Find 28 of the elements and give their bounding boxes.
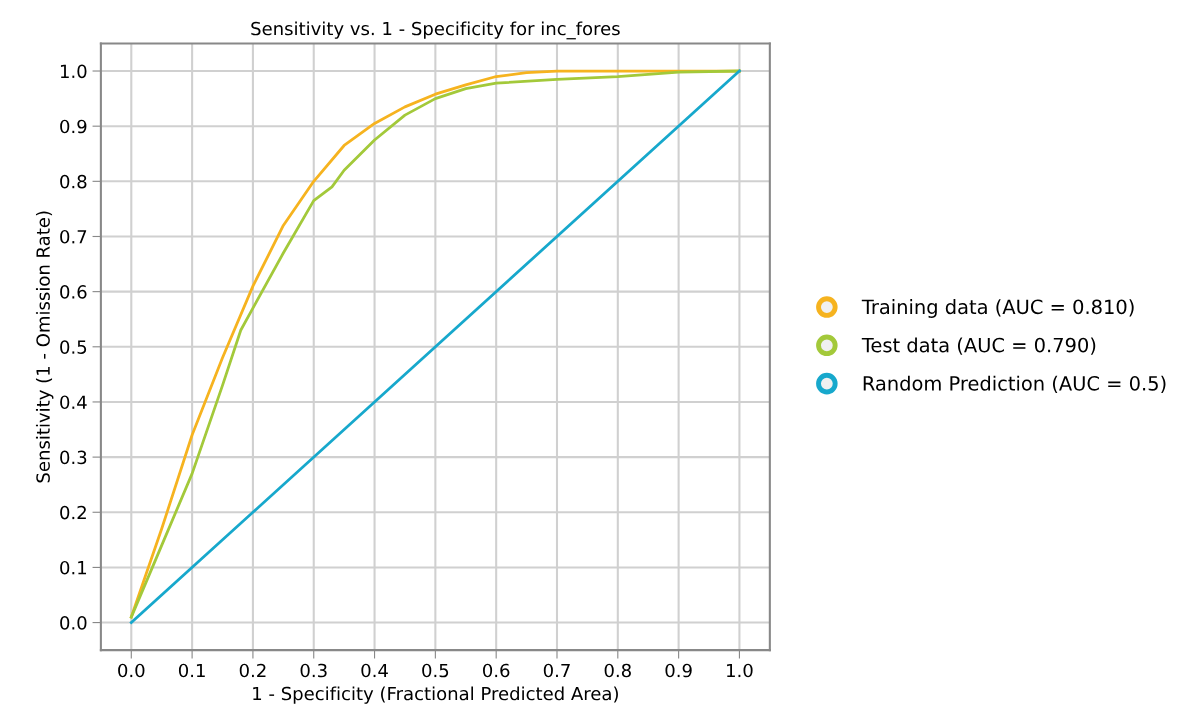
y-tick-label: 0.2	[60, 505, 86, 520]
x-tick-label: 0.5	[422, 663, 449, 678]
x-tick-label: 0.0	[118, 663, 145, 678]
x-tick-label: 0.3	[300, 663, 327, 678]
x-tick-label: 0.6	[483, 663, 510, 678]
y-tick-label: 1.0	[60, 64, 87, 79]
y-tick-label: 0.5	[60, 340, 87, 354]
x-tick-label: 0.7	[543, 663, 570, 678]
legend-label: Training data (AUC = 0.810)	[861, 299, 1134, 318]
y-tick-label: 0.3	[60, 450, 87, 465]
chart-title: Sensitivity vs. 1 - Specificity for inc_fores	[251, 21, 620, 40]
legend-label: Test data (AUC = 0.790)	[861, 337, 1096, 355]
y-tick-label: 0.1	[60, 560, 87, 575]
x-tick-label: 0.9	[665, 663, 692, 678]
x-tick-label: 0.8	[604, 663, 631, 678]
y-tick-label: 0.6	[60, 285, 87, 299]
x-tick-label: 1.0	[727, 663, 753, 678]
x-tick-label: 0.1	[178, 663, 205, 678]
legend-label: Random Prediction (AUC = 0.5)	[863, 375, 1166, 393]
y-tick-label: 0.7	[60, 229, 87, 244]
y-tick-label: 0.8	[60, 174, 87, 189]
y-tick-label: 0.4	[60, 395, 87, 410]
y-axis-title: Sensitivity (1 - Omission Rate)	[35, 211, 54, 483]
x-tick-label: 0.2	[239, 663, 266, 678]
y-tick-label: 0.9	[60, 119, 87, 134]
x-axis-title: 1 - Specificity (Fractional Predicted Area)	[253, 686, 618, 704]
y-tick-label: 0.0	[60, 616, 87, 630]
x-tick-label: 0.4	[361, 663, 388, 678]
